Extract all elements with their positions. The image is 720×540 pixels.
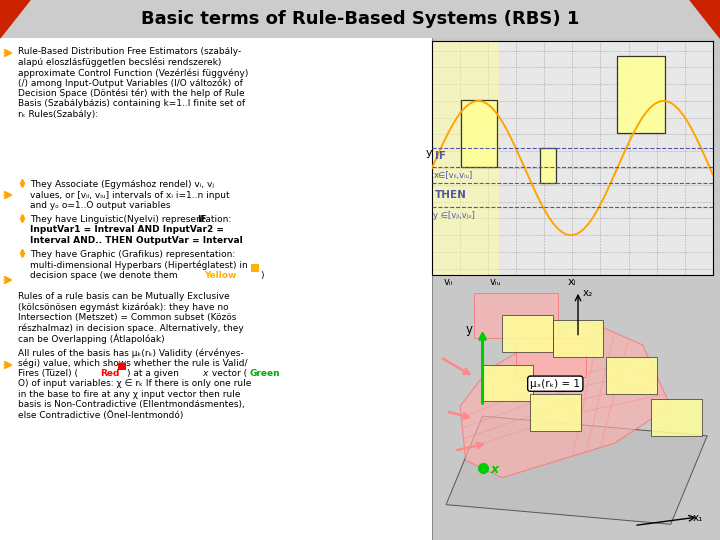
Text: All rules of the basis has μₖ(rₖ) Validity (érvényes-: All rules of the basis has μₖ(rₖ) Validi… <box>18 348 244 357</box>
Y-axis label: y: y <box>426 148 433 158</box>
Text: x: x <box>202 369 207 378</box>
Text: IF: IF <box>435 151 446 161</box>
Polygon shape <box>0 0 30 38</box>
Polygon shape <box>446 416 707 524</box>
Text: y: y <box>466 322 473 336</box>
Text: Interval AND.. THEN OutputVar = Interval: Interval AND.. THEN OutputVar = Interval <box>30 236 243 245</box>
Bar <box>530 394 581 431</box>
Text: ): ) <box>260 271 264 280</box>
Text: Decision Space (Döntési tér) with the help of Rule: Decision Space (Döntési tér) with the he… <box>18 89 245 98</box>
Text: IF: IF <box>197 215 207 224</box>
Text: rₖ Rules(Szabály):: rₖ Rules(Szabály): <box>18 110 98 119</box>
Text: Fires (Tüzel) (: Fires (Tüzel) ( <box>18 369 78 378</box>
Text: vector (: vector ( <box>209 369 247 378</box>
Text: Red: Red <box>100 369 120 378</box>
Text: Basic terms of Rule-Based Systems (RBS) 1: Basic terms of Rule-Based Systems (RBS) … <box>141 10 579 28</box>
Text: O) of input variables: χ ∈ rₖ If there is only one rule: O) of input variables: χ ∈ rₖ If there i… <box>18 380 251 388</box>
Text: x₁: x₁ <box>693 512 703 523</box>
Text: Green: Green <box>249 369 279 378</box>
Bar <box>540 148 556 183</box>
Text: Basis (Szabálybázis) containing k=1..I finite set of: Basis (Szabálybázis) containing k=1..I f… <box>18 99 245 109</box>
Bar <box>432 40 500 275</box>
Text: values, or [vᵢₗ, vᵢᵤ] intervals of xᵢ i=1..n input: values, or [vᵢₗ, vᵢᵤ] intervals of xᵢ i=… <box>30 191 230 199</box>
Text: Yellow: Yellow <box>204 271 236 280</box>
Text: ségi) value, which shows whether the rule is Valid/: ségi) value, which shows whether the rul… <box>18 359 248 368</box>
Text: alapú eloszlásfüggetlen becslési rendszerek): alapú eloszlásfüggetlen becslési rendsze… <box>18 57 221 67</box>
Bar <box>462 99 497 167</box>
Bar <box>553 320 603 357</box>
Bar <box>516 338 587 377</box>
Text: basis is Non-Contradictive (Ellentmondásmentes),: basis is Non-Contradictive (Ellentmondás… <box>18 401 245 409</box>
Text: x∈[vᵢₗ,vᵢᵤ]: x∈[vᵢₗ,vᵢᵤ] <box>433 171 472 180</box>
Text: They Associate (Egymáshoz rendel) vᵢ, vⱼ: They Associate (Egymáshoz rendel) vᵢ, vⱼ <box>30 180 214 189</box>
Text: x: x <box>491 463 499 476</box>
Text: and yₒ o=1..O output variables: and yₒ o=1..O output variables <box>30 201 171 210</box>
Bar <box>432 38 433 540</box>
Text: They have Linguistic(Nyelvi) representation:: They have Linguistic(Nyelvi) representat… <box>30 215 234 224</box>
Polygon shape <box>460 320 671 477</box>
Bar <box>503 315 553 352</box>
Bar <box>0 38 432 540</box>
Text: approximate Control Function (Vezérlési függvény): approximate Control Function (Vezérlési … <box>18 68 248 78</box>
Bar <box>606 357 657 394</box>
Text: Intersection (Metszet) = Common subset (Közös: Intersection (Metszet) = Common subset (… <box>18 313 236 322</box>
Bar <box>651 399 701 436</box>
Text: részhalmaz) in decision space. Alternatively, they: részhalmaz) in decision space. Alternati… <box>18 323 244 333</box>
Text: InputVar1 = Intreval AND InputVar2 =: InputVar1 = Intreval AND InputVar2 = <box>30 226 224 234</box>
Polygon shape <box>690 0 720 38</box>
Bar <box>251 264 259 272</box>
Bar <box>617 56 665 133</box>
Text: decision space (we denote them: decision space (we denote them <box>30 271 178 280</box>
Text: vᵢᵤ: vᵢᵤ <box>490 277 502 287</box>
Text: μₓ(rₖ) = 1: μₓ(rₖ) = 1 <box>530 379 580 389</box>
Text: can be Overlapping (Átlapolóak): can be Overlapping (Átlapolóak) <box>18 334 165 345</box>
Text: (/) among Input-Output Variables (I/O változók) of: (/) among Input-Output Variables (I/O vá… <box>18 78 243 88</box>
Bar <box>118 363 126 370</box>
Bar <box>474 293 559 338</box>
Text: in the base to fire at any χ input vector then rule: in the base to fire at any χ input vecto… <box>18 390 240 399</box>
Bar <box>0 0 720 38</box>
Text: Rules of a rule basis can be Mutually Exclusive: Rules of a rule basis can be Mutually Ex… <box>18 292 230 301</box>
Text: vᵢₗ: vᵢₗ <box>444 277 454 287</box>
Text: multi-dimensional Hyperbars (Hipertéglatest) in: multi-dimensional Hyperbars (Hipertéglat… <box>30 260 248 270</box>
Bar <box>482 364 533 401</box>
X-axis label: xᵢ: xᵢ <box>568 277 577 287</box>
Text: else Contradictive (Önel-lentmondó): else Contradictive (Önel-lentmondó) <box>18 411 184 420</box>
Text: Rule-Based Distribution Free Estimators (szabály-: Rule-Based Distribution Free Estimators … <box>18 47 241 56</box>
Text: They have Graphic (Grafikus) representation:: They have Graphic (Grafikus) representat… <box>30 250 235 259</box>
Text: x₂: x₂ <box>582 288 593 298</box>
Text: ) at a given: ) at a given <box>127 369 181 378</box>
Text: (kölcsönösen egymást kizáróak): they have no: (kölcsönösen egymást kizáróak): they hav… <box>18 302 229 312</box>
Text: THEN: THEN <box>435 190 467 200</box>
Text: y ∈[vⱼₗ,vⱼᵤ]: y ∈[vⱼₗ,vⱼᵤ] <box>433 211 475 220</box>
